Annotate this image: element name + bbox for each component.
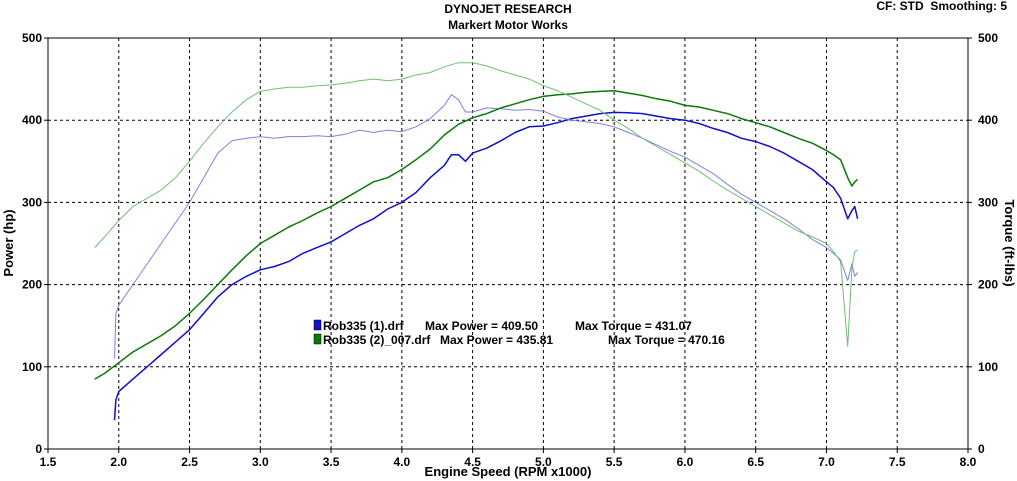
y-tick-label-left: 100 (22, 360, 42, 374)
y-tick-label-left: 200 (22, 278, 42, 292)
legend-swatch-run2 (313, 333, 322, 345)
y-tick-label-right: 100 (978, 360, 998, 374)
legend-item-run1: Rob335 (1).drf Max Power = 409.50 Max To… (313, 319, 692, 333)
legend-maxpower-run2: Max Power = 435.81 (440, 333, 553, 347)
x-tick-label: 8.0 (960, 455, 977, 469)
series-line-run2-power (94, 90, 859, 380)
settings-label: CF: STD Smoothing: 5 (876, 0, 1007, 13)
series-lines (94, 62, 859, 421)
plot-area (47, 37, 969, 450)
x-tick-label: 1.5 (40, 455, 57, 469)
x-tick-label: 3.5 (323, 455, 340, 469)
x-tick-label: 3.0 (252, 455, 269, 469)
x-tick-label: 7.5 (889, 455, 906, 469)
series-line-run2-torque (94, 62, 858, 347)
y-tick-label-right: 300 (978, 195, 998, 209)
x-tick-label: 2.5 (181, 455, 198, 469)
grid-lines (48, 38, 968, 449)
legend-maxtorque-run2: Max Torque = 470.16 (608, 333, 725, 347)
legend-maxpower-run1: Max Power = 409.50 (425, 319, 538, 333)
x-tick-label: 2.0 (110, 455, 127, 469)
axis-ticks: 1.5 2.0 2.5 3.0 3.5 4.0 4.5 5.0 5.5 6.0 6.5 7.0 7.5 8… (22, 31, 998, 469)
x-axis-label: Engine Speed (RPM x1000) (425, 464, 592, 479)
y-tick-label-left: 500 (22, 31, 42, 45)
y-tick-label-left: 400 (22, 113, 42, 127)
legend: Rob335 (1).drf Max Power = 409.50 Max To… (313, 319, 725, 347)
x-tick-label: 7.0 (818, 455, 835, 469)
y-axis-label-left: Power (hp) (1, 209, 16, 276)
legend-file-run2: Rob335 (2)_007.drf (323, 333, 431, 347)
series-line-run1-power (113, 111, 859, 421)
x-tick-label: 5.0 (535, 455, 552, 469)
chart-title: DYNOJET RESEARCH (444, 2, 571, 16)
y-tick-label-left: 300 (22, 195, 42, 209)
y-tick-label-right: 500 (978, 31, 998, 45)
x-tick-label: 4.5 (464, 455, 481, 469)
y-tick-label-right: 0 (978, 442, 985, 456)
x-tick-label: 6.0 (677, 455, 694, 469)
y-tick-label-left: 0 (35, 442, 42, 456)
legend-item-run2: Rob335 (2)_007.drf Max Power = 435.81 Ma… (313, 333, 725, 347)
x-tick-label: 6.5 (747, 455, 764, 469)
chart-subtitle: Markert Motor Works (448, 18, 568, 32)
y-tick-label-right: 400 (978, 113, 998, 127)
y-tick-label-right: 200 (978, 278, 998, 292)
x-tick-label: 4.0 (394, 455, 411, 469)
legend-file-run1: Rob335 (1).drf (323, 319, 405, 333)
y-axis-label-right: Torque (ft-lbs) (1002, 199, 1017, 286)
series-line-run1-torque (114, 94, 859, 359)
x-tick-label: 5.5 (606, 455, 623, 469)
legend-maxtorque-run1: Max Torque = 431.07 (575, 319, 692, 333)
legend-swatch-run1 (313, 319, 322, 331)
